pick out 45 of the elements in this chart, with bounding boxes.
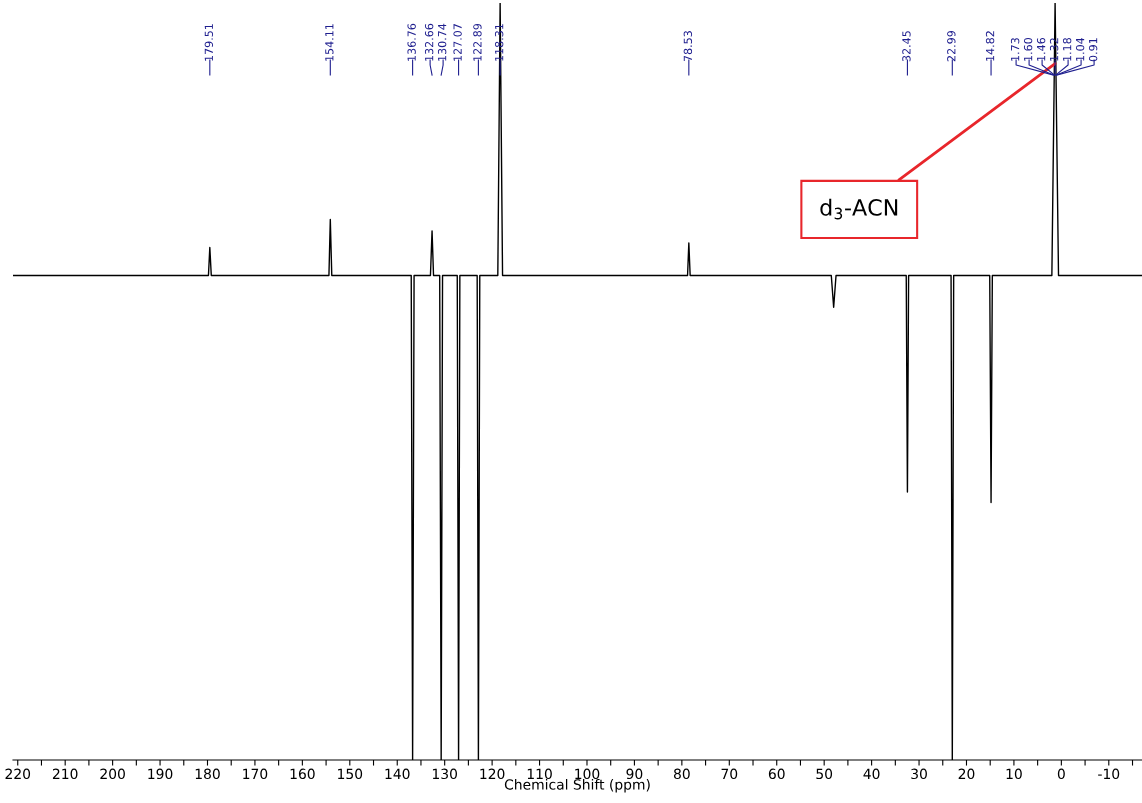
x-tick-label: 220 xyxy=(5,768,31,780)
x-tick-label: 180 xyxy=(195,768,220,780)
annotation: 136.76 xyxy=(407,23,416,61)
x-tick-label: 0 xyxy=(1057,768,1065,780)
annotation: 1.04 xyxy=(1075,37,1085,61)
annotation: 22.99 xyxy=(947,30,956,62)
annotation: 118.31 xyxy=(494,24,504,61)
annotation: 1.73 xyxy=(1010,38,1020,61)
annotation: 179.51 xyxy=(204,24,214,61)
x-tick-label: 150 xyxy=(338,768,363,780)
x-axis-title: Chemical Shift (ppm) xyxy=(504,779,650,793)
x-tick-label: 110 xyxy=(527,768,552,780)
x-tick-label: 70 xyxy=(721,768,738,780)
x-tick-label: 120 xyxy=(480,768,505,780)
annotation: 127.07 xyxy=(453,24,462,61)
x-tick-label: 60 xyxy=(768,768,785,780)
x-tick-label: 10 xyxy=(1006,768,1022,780)
x-tick-label: 190 xyxy=(148,768,173,780)
annotation: 1.46 xyxy=(1036,37,1046,61)
x-tick-label: 200 xyxy=(100,768,125,780)
annotation: 14.82 xyxy=(985,31,995,61)
x-tick-label: 50 xyxy=(816,768,833,780)
annotation: 122.89 xyxy=(473,23,482,61)
annotation: 32.45 xyxy=(902,31,911,62)
x-tick-label: 160 xyxy=(290,768,315,780)
annotation: 78.53 xyxy=(683,31,693,62)
x-tick-label: 100 xyxy=(575,768,600,780)
annotation: 1.32 xyxy=(1049,38,1059,61)
x-tick-label: 140 xyxy=(385,768,410,780)
x-tick-label: 90 xyxy=(626,768,643,780)
x-tick-label: 30 xyxy=(911,768,927,780)
x-tick-label: 210 xyxy=(52,768,78,780)
x-tick-label: 40 xyxy=(863,768,880,780)
annotation: 132.66 xyxy=(424,23,434,61)
x-tick-label: 20 xyxy=(958,768,975,780)
annotation: 130.74 xyxy=(437,23,447,61)
x-tick-label: -10 xyxy=(1098,768,1120,780)
annotation: d$_{3}$-ACN xyxy=(820,198,898,220)
x-tick-label: 130 xyxy=(432,768,458,780)
annotation: 154.11 xyxy=(325,24,334,61)
annotation: 1.60 xyxy=(1023,38,1033,61)
x-tick-label: 80 xyxy=(673,768,690,780)
annotation: 0.91 xyxy=(1088,38,1098,62)
x-tick-label: 170 xyxy=(243,768,268,780)
annotation: 1.18 xyxy=(1062,38,1072,61)
